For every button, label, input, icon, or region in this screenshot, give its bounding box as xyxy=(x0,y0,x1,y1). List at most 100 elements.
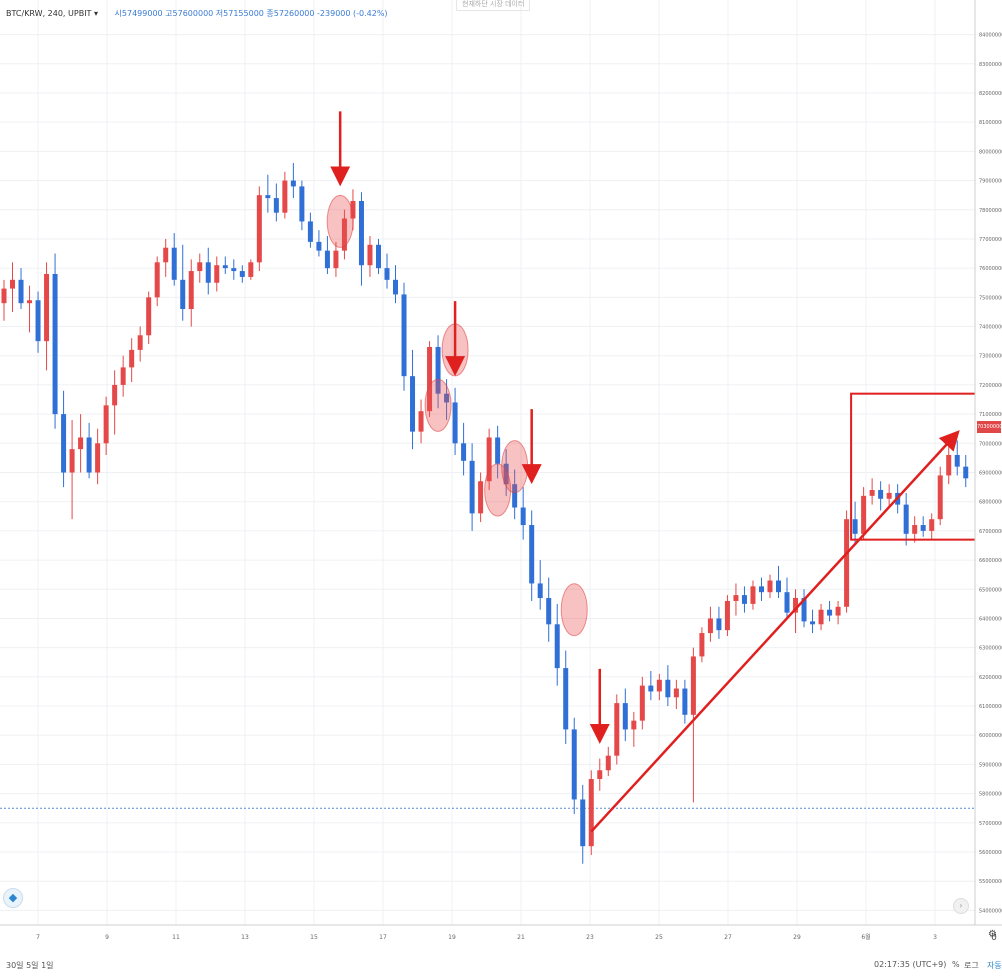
candle xyxy=(171,233,177,286)
candle-body xyxy=(52,273,58,415)
highlight-circle xyxy=(484,463,512,517)
x-tick-label: 23 xyxy=(586,934,594,941)
candle xyxy=(367,236,373,277)
candle-body xyxy=(435,346,441,394)
y-tick-label: 69000000 xyxy=(979,471,1002,477)
candle-body xyxy=(869,490,875,496)
candle-body xyxy=(758,586,764,593)
candle-body xyxy=(784,592,790,613)
y-tick-label: 82000000 xyxy=(979,91,1002,97)
candle xyxy=(801,589,807,628)
current-price-tag: 70300000 xyxy=(977,421,1002,433)
x-tick-label: 6월 xyxy=(861,933,870,941)
candle-body xyxy=(835,606,841,616)
x-tick-label: 27 xyxy=(724,934,732,941)
candle-body xyxy=(963,466,969,479)
candle-body xyxy=(350,201,356,219)
candle xyxy=(120,355,126,397)
candle-body xyxy=(597,770,603,780)
candle xyxy=(699,627,705,663)
candle xyxy=(486,428,492,491)
candle xyxy=(639,676,645,730)
y-tick-label: 68000000 xyxy=(979,500,1002,506)
candle xyxy=(307,212,313,248)
candle-body xyxy=(920,525,926,531)
candle xyxy=(537,560,543,610)
candle xyxy=(716,606,722,639)
candle xyxy=(231,259,237,280)
candle xyxy=(146,291,152,345)
candle xyxy=(954,440,960,476)
candle-body xyxy=(95,443,101,473)
candle xyxy=(724,595,730,636)
tradingview-logo-icon[interactable]: ◆ xyxy=(3,888,23,908)
candle-body xyxy=(324,250,330,269)
y-tick-label: 84000000 xyxy=(979,33,1002,39)
candle xyxy=(78,414,84,473)
candle xyxy=(129,338,135,382)
candle xyxy=(180,244,186,321)
y-tick-label: 74000000 xyxy=(979,325,1002,331)
log-toggle[interactable]: 로그 xyxy=(964,961,979,970)
candle-body xyxy=(810,621,816,625)
symbol-label[interactable]: BTC/KRW, 240, UPBIT xyxy=(6,9,92,18)
y-tick-label: 59000000 xyxy=(979,762,1002,768)
candle-body xyxy=(878,490,884,499)
candle-body xyxy=(282,180,288,213)
y-tick-label: 76000000 xyxy=(979,266,1002,272)
candle-body xyxy=(682,688,688,715)
candle xyxy=(256,186,262,272)
annotations xyxy=(326,111,980,833)
candle xyxy=(52,253,58,429)
scroll-to-latest-icon[interactable]: › xyxy=(953,898,969,914)
candle-body xyxy=(180,279,186,310)
candle xyxy=(529,510,535,601)
candle-body xyxy=(673,688,679,698)
candle-body xyxy=(469,460,475,514)
candle xyxy=(290,163,296,199)
date-range-buttons[interactable]: 30일 5일 1일 xyxy=(6,961,54,970)
y-tick-label: 73000000 xyxy=(979,354,1002,360)
candle xyxy=(239,265,245,283)
axis-origin-label: 0 xyxy=(991,933,997,943)
candle xyxy=(435,335,441,409)
y-tick-label: 77000000 xyxy=(979,237,1002,243)
candle-body xyxy=(418,411,424,432)
candle-body xyxy=(937,475,943,520)
y-tick-label: 54000000 xyxy=(979,908,1002,914)
candle xyxy=(461,422,467,476)
candle xyxy=(912,516,918,543)
candle-body xyxy=(146,297,152,336)
candle-body xyxy=(512,484,518,508)
candle xyxy=(631,711,637,747)
percent-toggle[interactable]: % xyxy=(952,960,960,969)
candle xyxy=(758,577,764,601)
auto-toggle[interactable]: 자동 xyxy=(987,961,1002,970)
y-tick-label: 65000000 xyxy=(979,587,1002,593)
candle-body xyxy=(452,402,458,444)
symbol-caret-icon[interactable]: ▾ xyxy=(93,9,98,18)
gear-icon[interactable]: ⚙ xyxy=(988,929,997,940)
candle xyxy=(205,247,211,295)
candle-body xyxy=(103,405,109,444)
candle-body xyxy=(44,273,50,342)
candle xyxy=(512,469,518,520)
candle xyxy=(469,443,475,531)
y-tick-label: 64000000 xyxy=(979,616,1002,622)
candle-body xyxy=(290,180,296,187)
candle-body xyxy=(27,300,33,304)
x-tick-label: 15 xyxy=(310,934,318,941)
candle xyxy=(358,192,364,286)
candle xyxy=(946,446,952,485)
price-axis-bg xyxy=(975,0,1002,925)
candle-body xyxy=(333,250,339,269)
y-tick-label: 78000000 xyxy=(979,208,1002,214)
candle xyxy=(546,577,552,642)
candle xyxy=(393,265,399,304)
candle xyxy=(137,326,143,362)
candle-body xyxy=(912,525,918,534)
candle-body xyxy=(614,703,620,756)
candle xyxy=(154,256,160,307)
candle xyxy=(673,679,679,709)
